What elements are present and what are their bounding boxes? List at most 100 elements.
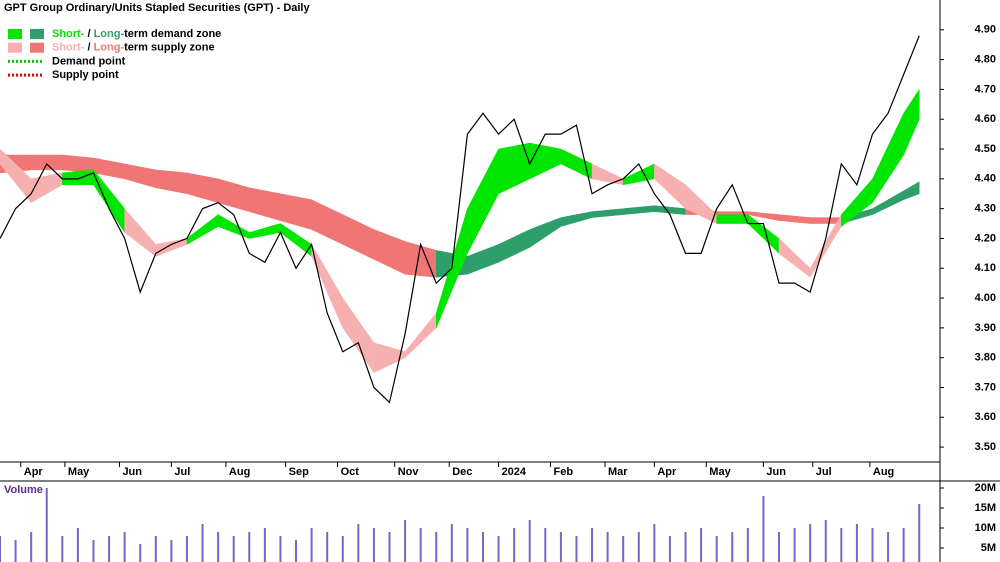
volume-bar bbox=[918, 504, 921, 562]
volume-bar bbox=[793, 528, 796, 562]
legend-text: Supply point bbox=[52, 69, 119, 81]
volume-bar bbox=[731, 532, 734, 562]
y-tick-label: 3.80 bbox=[975, 352, 996, 364]
zone-segment bbox=[716, 214, 749, 224]
y-tick-label: 3.90 bbox=[975, 322, 996, 334]
x-tick-label: Apr bbox=[24, 466, 44, 478]
legend-text: / bbox=[84, 28, 93, 40]
x-tick-label: Aug bbox=[229, 466, 250, 478]
volume-bar bbox=[653, 524, 656, 562]
volume-bar bbox=[809, 524, 812, 562]
volume-bar bbox=[248, 532, 251, 562]
x-tick-label: Apr bbox=[657, 466, 677, 478]
x-tick-label: Jun bbox=[122, 466, 142, 478]
volume-bar bbox=[559, 532, 562, 562]
volume-bar bbox=[575, 536, 578, 562]
legend-text: Short- bbox=[52, 28, 85, 40]
y-tick-label: 4.50 bbox=[975, 143, 996, 155]
volume-bar bbox=[170, 540, 173, 562]
volume-bar bbox=[108, 536, 111, 562]
volume-bar bbox=[606, 532, 609, 562]
volume-bar bbox=[513, 528, 516, 562]
volume-bar bbox=[185, 536, 188, 562]
x-tick-label: Mar bbox=[608, 466, 628, 478]
x-tick-label: May bbox=[709, 466, 731, 478]
volume-bar bbox=[746, 528, 749, 562]
legend-text: term demand zone bbox=[124, 28, 221, 40]
volume-bar bbox=[684, 532, 687, 562]
volume-bar bbox=[622, 536, 625, 562]
chart-title: GPT Group Ordinary/Units Stapled Securit… bbox=[4, 2, 310, 14]
volume-bar bbox=[715, 536, 718, 562]
volume-bar bbox=[450, 524, 453, 562]
volume-bar bbox=[0, 536, 1, 562]
volume-bar bbox=[871, 528, 874, 562]
x-tick-label: Aug bbox=[873, 466, 894, 478]
volume-bar bbox=[668, 536, 671, 562]
x-tick-label: Oct bbox=[341, 466, 360, 478]
volume-bar bbox=[154, 536, 157, 562]
volume-bar bbox=[326, 532, 329, 562]
volume-bar bbox=[263, 528, 266, 562]
volume-bar bbox=[357, 524, 360, 562]
legend-label: Short- / Long-term demand zone bbox=[52, 28, 221, 40]
volume-bar bbox=[76, 528, 79, 562]
y-tick-label: 4.30 bbox=[975, 203, 996, 215]
volume-bar bbox=[887, 532, 890, 562]
volume-bar bbox=[372, 528, 375, 562]
price-line bbox=[0, 35, 920, 404]
legend-swatch bbox=[8, 29, 22, 39]
y-tick-label: 20M bbox=[975, 482, 996, 494]
volume-bar bbox=[61, 536, 64, 562]
volume-bar bbox=[824, 520, 827, 562]
legend-swatch bbox=[30, 29, 44, 39]
zone-segment bbox=[903, 181, 920, 201]
x-tick-label: 2024 bbox=[502, 466, 527, 478]
zone-segment bbox=[30, 154, 63, 171]
y-tick-label: 5M bbox=[981, 542, 996, 554]
y-tick-label: 10M bbox=[975, 522, 996, 534]
volume-bar bbox=[528, 520, 531, 562]
volume-bar bbox=[388, 532, 391, 562]
legend-text: term supply zone bbox=[124, 42, 214, 54]
volume-bar bbox=[637, 532, 640, 562]
volume-bar bbox=[279, 536, 282, 562]
volume-bar bbox=[404, 520, 407, 562]
volume-bar bbox=[14, 540, 17, 562]
x-tick-label: Jul bbox=[816, 466, 832, 478]
volume-bar bbox=[45, 488, 48, 562]
legend-text: Long- bbox=[94, 42, 125, 54]
volume-bar bbox=[232, 536, 235, 562]
volume-bar bbox=[762, 496, 765, 562]
x-tick-label: Dec bbox=[452, 466, 472, 478]
volume-bar bbox=[419, 528, 422, 562]
legend-swatch bbox=[30, 42, 44, 53]
volume-bar bbox=[591, 528, 594, 562]
volume-bar bbox=[497, 536, 500, 562]
volume-bar bbox=[30, 532, 33, 562]
x-tick-label: Feb bbox=[553, 466, 573, 478]
legend-text: Long- bbox=[94, 28, 125, 40]
y-tick-label: 4.40 bbox=[975, 173, 996, 185]
volume-bar bbox=[700, 528, 703, 562]
y-tick-label: 4.70 bbox=[975, 83, 996, 95]
x-tick-label: Sep bbox=[289, 466, 309, 478]
volume-bar bbox=[466, 528, 469, 562]
legend-label: Supply point bbox=[52, 69, 119, 81]
volume-bar bbox=[855, 524, 858, 562]
volume-bar bbox=[902, 528, 905, 562]
volume-bar bbox=[201, 524, 204, 562]
volume-bar bbox=[123, 532, 126, 562]
x-tick-label: Nov bbox=[398, 466, 420, 478]
volume-bar bbox=[295, 540, 298, 562]
legend-text: / bbox=[84, 42, 93, 54]
volume-bar bbox=[840, 528, 843, 562]
x-tick-label: Jun bbox=[766, 466, 786, 478]
legend-text: Short- bbox=[52, 42, 85, 54]
legend-swatch bbox=[8, 42, 22, 53]
x-tick-label: May bbox=[68, 466, 90, 478]
volume-bar bbox=[310, 528, 313, 562]
volume-bar bbox=[139, 544, 142, 562]
